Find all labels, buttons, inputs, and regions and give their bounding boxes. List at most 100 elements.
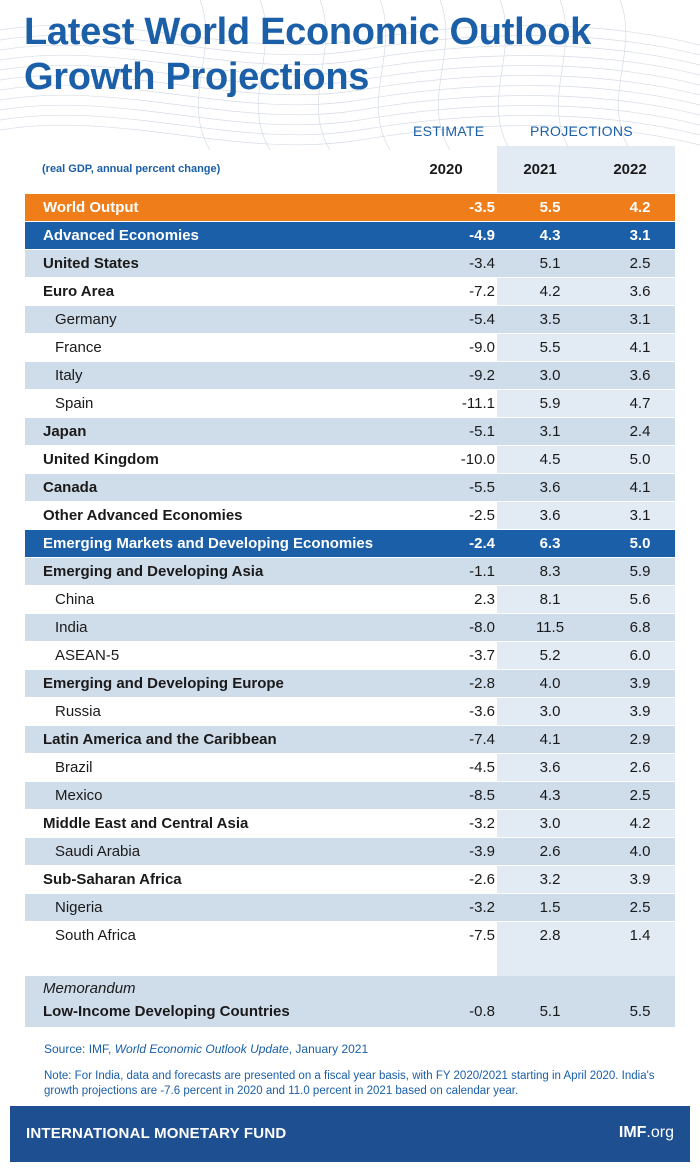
units-subtitle: (real GDP, annual percent change) <box>42 163 221 175</box>
row-value-2022: 4.1 <box>629 479 651 496</box>
row-value-2020: -2.6 <box>469 871 495 888</box>
row-value-2021: 3.0 <box>539 815 561 832</box>
row-value-2020: -3.2 <box>469 815 495 832</box>
table-row: World Output -3.5 5.5 4.2 <box>25 193 675 221</box>
row-label: Advanced Economies <box>43 227 199 244</box>
row-value-2021: 3.0 <box>539 367 561 384</box>
row-label: China <box>55 591 95 608</box>
table-row: Emerging and Developing Europe -2.8 4.0 3.9 <box>25 669 675 697</box>
row-value-2020: -3.2 <box>469 899 495 916</box>
table-row: France -9.0 5.5 4.1 <box>25 333 675 361</box>
row-value-2020: -7.4 <box>469 731 495 748</box>
row-value-2020: -2.4 <box>469 535 495 552</box>
table-row: Nigeria -3.2 1.5 2.5 <box>25 893 675 921</box>
row-value-2022: 4.7 <box>629 395 651 412</box>
row-value-2022: 2.9 <box>629 731 651 748</box>
row-value-2022: 6.8 <box>629 619 651 636</box>
row-value-2020: -5.1 <box>469 423 495 440</box>
row-value-2022: 3.6 <box>629 283 651 300</box>
row-value-2022: 1.4 <box>629 927 651 944</box>
row-value-2020: -8.0 <box>469 619 495 636</box>
row-label: Latin America and the Caribbean <box>43 731 277 748</box>
row-label: Japan <box>43 423 87 440</box>
row-value-2020: 2.3 <box>474 591 495 608</box>
row-value-2021: 3.0 <box>539 703 561 720</box>
row-value-2021: 4.3 <box>539 787 561 804</box>
row-label: Italy <box>55 367 83 384</box>
row-value-2021: 8.3 <box>539 563 561 580</box>
table-row: Sub-Saharan Africa -2.6 3.2 3.9 <box>25 865 675 893</box>
row-value-2022: 2.4 <box>629 423 651 440</box>
row-label: Spain <box>55 395 94 412</box>
row-value-2021: 1.5 <box>539 899 561 916</box>
table-row: Saudi Arabia -3.9 2.6 4.0 <box>25 837 675 865</box>
memorandum-row-name: Low-Income Developing Countries <box>43 1003 290 1020</box>
row-value-2020: -10.0 <box>460 451 495 468</box>
footer-website[interactable]: IMF.org <box>619 1124 674 1142</box>
table-row: United States -3.4 5.1 2.5 <box>25 249 675 277</box>
row-value-2021: 4.0 <box>539 675 561 692</box>
row-label: Emerging and Developing Asia <box>43 563 264 580</box>
row-value-2020: -3.7 <box>469 647 495 664</box>
source-suffix: , January 2021 <box>288 1042 369 1056</box>
row-value-2021: 8.1 <box>539 591 561 608</box>
row-label: Canada <box>43 479 98 496</box>
row-value-2021: 2.6 <box>539 843 561 860</box>
row-label: Euro Area <box>43 283 115 300</box>
row-value-2021: 3.6 <box>539 479 561 496</box>
row-label: United States <box>43 255 139 272</box>
row-value-2020: -3.5 <box>469 199 495 216</box>
row-value-2022: 2.5 <box>629 899 651 916</box>
year-header-2020: 2020 <box>429 161 463 178</box>
table-row: Spain -11.1 5.9 4.7 <box>25 389 675 417</box>
row-value-2021: 5.9 <box>539 395 561 412</box>
row-label: Germany <box>55 311 117 328</box>
table-row: Euro Area -7.2 4.2 3.6 <box>25 277 675 305</box>
row-value-2022: 4.0 <box>629 843 651 860</box>
row-label: Russia <box>55 703 101 720</box>
footnote: Note: For India, data and forecasts are … <box>44 1070 655 1097</box>
row-value-2020: -3.6 <box>469 703 495 720</box>
row-value-2022: 6.0 <box>629 647 651 664</box>
year-header-2021: 2021 <box>523 161 557 178</box>
row-value-2020: -1.1 <box>469 563 495 580</box>
table-row: United Kingdom -10.0 4.5 5.0 <box>25 445 675 473</box>
row-value-2020: -5.5 <box>469 479 495 496</box>
row-label: India <box>55 619 88 636</box>
row-value-2020: -3.4 <box>469 255 495 272</box>
row-value-2021: 4.1 <box>539 731 561 748</box>
estimate-header: ESTIMATE <box>413 123 485 139</box>
growth-table: World Output -3.5 5.5 4.2 Advanced Economies… <box>25 193 675 949</box>
row-value-2020: -7.5 <box>469 927 495 944</box>
footer-site-bold: IMF <box>618 1124 647 1141</box>
row-value-2022: 3.1 <box>629 227 651 244</box>
table-row: Japan -5.1 3.1 2.4 <box>25 417 675 445</box>
row-value-2021: 5.5 <box>539 339 561 356</box>
row-value-2022: 4.2 <box>629 199 651 216</box>
row-value-2022: 2.5 <box>629 255 651 272</box>
table-row: Russia -3.6 3.0 3.9 <box>25 697 675 725</box>
table-row: India -8.0 11.5 6.8 <box>25 613 675 641</box>
row-value-2020: -4.5 <box>469 759 495 776</box>
row-label: Nigeria <box>55 899 103 916</box>
row-value-2020: -4.9 <box>469 227 495 244</box>
row-value-2022: 3.9 <box>629 675 651 692</box>
row-value-2022: 4.2 <box>629 815 651 832</box>
wave-pattern-background <box>0 0 700 150</box>
table-row: Latin America and the Caribbean -7.4 4.1 2.… <box>25 725 675 753</box>
memorandum-value-2021: 5.1 <box>539 1003 561 1020</box>
row-value-2020: -5.4 <box>469 311 495 328</box>
row-value-2020: -2.5 <box>469 507 495 524</box>
row-label: Emerging Markets and Developing Economie… <box>43 535 374 552</box>
row-value-2021: 3.6 <box>539 759 561 776</box>
row-value-2022: 5.9 <box>629 563 651 580</box>
row-label: Middle East and Central Asia <box>43 815 249 832</box>
row-value-2020: -11.1 <box>461 395 495 412</box>
memorandum-block: Memorandum Low-Income Developing Countri… <box>25 976 675 1027</box>
row-value-2022: 2.5 <box>629 787 651 804</box>
row-label: Mexico <box>55 787 103 804</box>
footer-bar: INTERNATIONAL MONETARY FUND IMF.org <box>10 1106 690 1162</box>
table-row: Canada -5.5 3.6 4.1 <box>25 473 675 501</box>
table-row: Germany -5.4 3.5 3.1 <box>25 305 675 333</box>
row-value-2021: 2.8 <box>539 927 561 944</box>
